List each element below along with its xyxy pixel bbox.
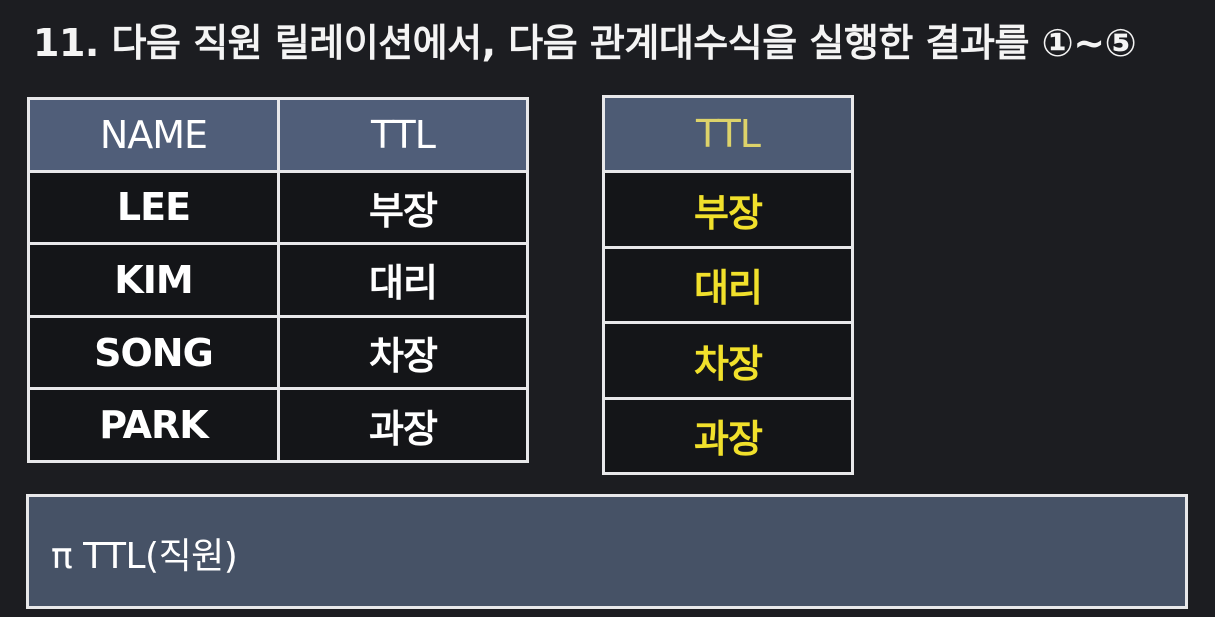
expression-box: π TTL(직원) [26, 494, 1188, 609]
table-row: 과장 [602, 396, 854, 476]
cell-name: LEE [27, 169, 280, 246]
cell-ttl: 차장 [602, 321, 854, 400]
cell-ttl: 과장 [602, 396, 854, 476]
result-relation-table: TTL 부장 대리 차장 과장 [602, 94, 854, 476]
table-row: PARK 과장 [27, 387, 530, 463]
cell-name: SONG [27, 314, 280, 391]
table-row: SONG 차장 [27, 314, 530, 391]
table-header-row: NAME TTL [27, 97, 530, 173]
table-row: 차장 [602, 321, 854, 400]
employee-relation-table: NAME TTL LEE 부장 KIM 대리 SONG 차장 PARK 과장 [27, 97, 530, 463]
relational-algebra-expression: π TTL(직원) [51, 536, 238, 577]
table-row: KIM 대리 [27, 242, 530, 318]
cell-ttl: 대리 [602, 245, 854, 325]
column-header-ttl: TTL [276, 97, 530, 173]
cell-ttl: 과장 [276, 387, 530, 463]
table-header-row: TTL [602, 94, 854, 174]
cell-ttl: 부장 [602, 170, 854, 249]
table-row: 부장 [602, 170, 854, 249]
cell-name: KIM [27, 242, 280, 318]
column-header-name: NAME [27, 97, 280, 173]
question-title: 11. 다음 직원 릴레이션에서, 다음 관계대수식을 실행한 결과를 ①~⑤ [33, 21, 1137, 65]
table-row: LEE 부장 [27, 169, 530, 246]
cell-ttl: 부장 [276, 169, 530, 246]
cell-ttl: 대리 [276, 242, 530, 318]
cell-ttl: 차장 [276, 314, 530, 391]
column-header-ttl: TTL [602, 94, 854, 174]
table-row: 대리 [602, 245, 854, 325]
cell-name: PARK [27, 387, 280, 463]
